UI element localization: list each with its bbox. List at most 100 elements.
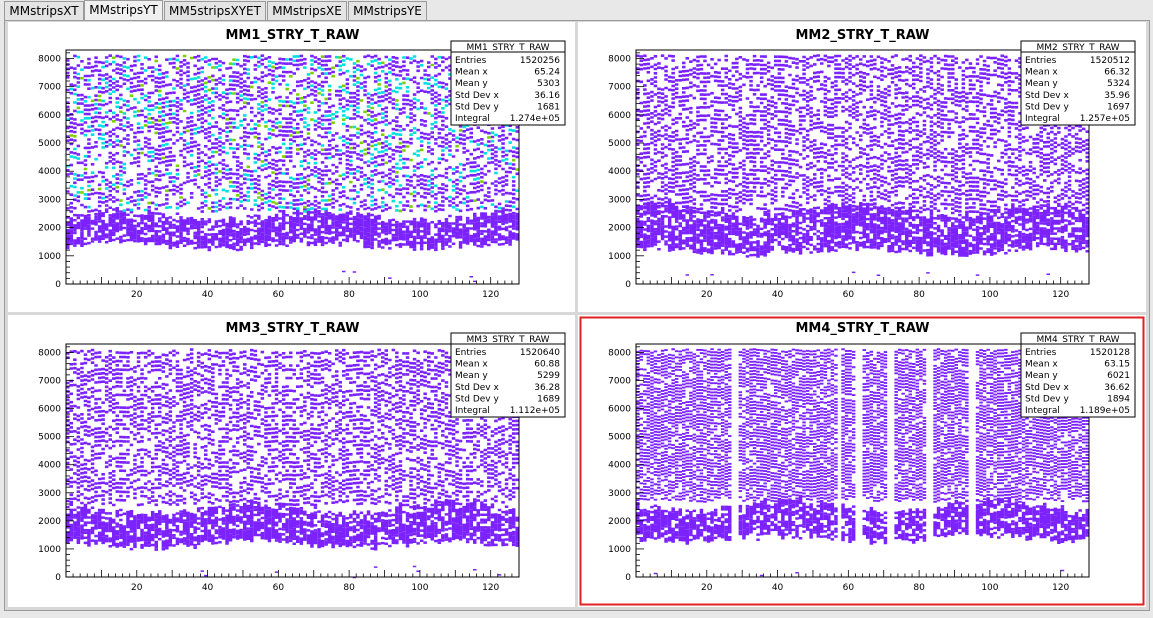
x-tick-label: 120: [482, 583, 499, 593]
x-tick-label: 120: [1052, 290, 1069, 300]
stats-value: 35.96: [1104, 91, 1130, 101]
bottom-strip: [0, 611, 1153, 618]
stats-box[interactable]: MM2_STRY_T_RAW Entries 1520512 Mean x 66.32 M…: [1020, 40, 1136, 126]
y-tick-label: 6000: [38, 111, 61, 121]
y-tick-label: 8000: [38, 54, 61, 64]
stats-label: Mean y: [455, 79, 488, 89]
stats-value: 65.24: [534, 68, 560, 78]
stats-box-frame: [450, 332, 566, 418]
stats-value: 1.257e+05: [1080, 114, 1130, 124]
stats-value: 5324: [1107, 79, 1130, 89]
y-tick-label: 7000: [608, 376, 631, 386]
x-tick-label: 100: [981, 583, 998, 593]
stats-label: Mean x: [455, 360, 488, 370]
y-tick-label: 4000: [608, 461, 631, 471]
x-tick-label: 80: [343, 290, 355, 300]
stats-label: Entries: [1025, 56, 1057, 66]
stats-value: 1520640: [520, 348, 560, 358]
pad-1[interactable]: MM1_STRY_T_RAW 20 40 60 80 100 120 0 1000 2000 300…: [8, 22, 575, 312]
x-tick-label: 40: [202, 290, 214, 300]
y-tick-label: 5000: [38, 433, 61, 443]
y-tick-label: 1000: [38, 252, 61, 262]
tab-mmstripsxe[interactable]: MMstripsXE: [267, 1, 347, 20]
x-tick-label: 60: [273, 290, 285, 300]
y-tick-label: 0: [55, 280, 61, 290]
y-tick-label: 6000: [608, 111, 631, 121]
chart-title: MM3_STRY_T_RAW: [225, 321, 359, 336]
selected-pad-border: [579, 316, 1145, 606]
stats-label: Mean y: [1025, 79, 1058, 89]
y-tick-label: 7000: [38, 376, 61, 386]
y-tick-label: 3000: [608, 195, 631, 205]
stats-value: 1520512: [1090, 56, 1130, 66]
x-tick-label: 60: [843, 290, 855, 300]
stats-value: 1894: [1107, 394, 1130, 404]
stats-label: Mean x: [1025, 68, 1058, 78]
x-tick-label: 80: [343, 583, 355, 593]
y-tick-label: 4000: [38, 167, 61, 177]
stats-value: 1681: [537, 102, 560, 112]
tab-mm5stripsxyet[interactable]: MM5stripsXYET: [164, 1, 266, 20]
tab-mmstripsye[interactable]: MMstripsYE: [348, 1, 427, 20]
stats-label: Mean x: [455, 68, 488, 78]
y-tick-label: 2000: [608, 224, 631, 234]
stats-box[interactable]: MM3_STRY_T_RAW Entries 1520640 Mean x 60.88 M…: [450, 332, 566, 418]
y-tick-label: 0: [55, 573, 61, 583]
stats-name: MM3_STRY_T_RAW: [466, 335, 549, 345]
tab-bar: MMstripsXT MMstripsYT MM5stripsXYET MMst…: [0, 0, 1153, 22]
tab-mmstripsxt[interactable]: MMstripsXT: [4, 1, 84, 20]
stats-value: 1.274e+05: [510, 114, 560, 124]
chart-title: MM4_STRY_T_RAW: [795, 321, 929, 336]
x-tick-label: 40: [202, 583, 214, 593]
stats-label: Std Dev x: [455, 383, 499, 393]
stats-value: 1.189e+05: [1080, 406, 1130, 416]
y-tick-label: 6000: [608, 405, 631, 415]
y-tick-label: 0: [625, 280, 631, 290]
stats-label: Std Dev x: [455, 91, 499, 101]
stats-label: Std Dev x: [1025, 91, 1069, 101]
pad-2[interactable]: MM2_STRY_T_RAW 20 40 60 80 100 120 0 1000 2000 300…: [578, 22, 1146, 312]
stats-label: Std Dev y: [455, 394, 499, 404]
tab-mmstripsyt[interactable]: MMstripsYT: [84, 0, 163, 21]
x-tick-label: 100: [411, 583, 428, 593]
y-tick-label: 3000: [38, 489, 61, 499]
stats-value: 1.112e+05: [510, 406, 560, 416]
pad-3[interactable]: MM3_STRY_T_RAW 20 40 60 80 100 120 0 1000 2000 300…: [8, 315, 575, 607]
x-tick-label: 20: [701, 290, 713, 300]
stats-name: MM1_STRY_T_RAW: [466, 43, 549, 53]
stats-box[interactable]: MM1_STRY_T_RAW Entries 1520256 Mean x 65.24 M…: [450, 40, 566, 126]
x-tick-label: 40: [772, 583, 784, 593]
stats-label: Mean x: [1025, 360, 1058, 370]
stats-label: Std Dev x: [1025, 383, 1069, 393]
stats-label: Entries: [455, 348, 487, 358]
chart-title: MM1_STRY_T_RAW: [225, 28, 359, 43]
stats-value: 5299: [537, 371, 560, 381]
stats-value: 36.62: [1104, 383, 1130, 393]
pad-4[interactable]: MM4_STRY_T_RAW 20 40 60 80 100 120 0 1000 2000 300…: [578, 315, 1146, 607]
stats-label: Std Dev y: [1025, 102, 1069, 112]
stats-value: 1697: [1107, 102, 1130, 112]
y-tick-label: 5000: [38, 139, 61, 149]
stats-value: 5303: [537, 79, 560, 89]
stats-value: 1689: [537, 394, 560, 404]
stats-label: Integral: [455, 114, 490, 124]
histogram-bins-main: [636, 54, 1089, 277]
x-tick-label: 60: [273, 583, 285, 593]
stats-value: 60.88: [534, 360, 560, 370]
stats-label: Integral: [1025, 114, 1060, 124]
y-tick-label: 1000: [608, 545, 631, 555]
y-tick-label: 8000: [608, 348, 631, 358]
stats-value: 36.28: [534, 383, 560, 393]
stats-label: Mean y: [1025, 371, 1058, 381]
y-tick-label: 2000: [38, 517, 61, 527]
x-tick-label: 40: [772, 290, 784, 300]
x-tick-label: 120: [482, 290, 499, 300]
stats-box-frame: [1020, 332, 1136, 418]
y-tick-label: 4000: [38, 461, 61, 471]
stats-label: Entries: [455, 56, 487, 66]
stats-name: MM4_STRY_T_RAW: [1036, 335, 1119, 345]
x-tick-label: 20: [131, 583, 143, 593]
stats-box[interactable]: MM4_STRY_T_RAW Entries 1520128 Mean x 63.15 M…: [1020, 332, 1136, 418]
x-tick-label: 120: [1052, 583, 1069, 593]
